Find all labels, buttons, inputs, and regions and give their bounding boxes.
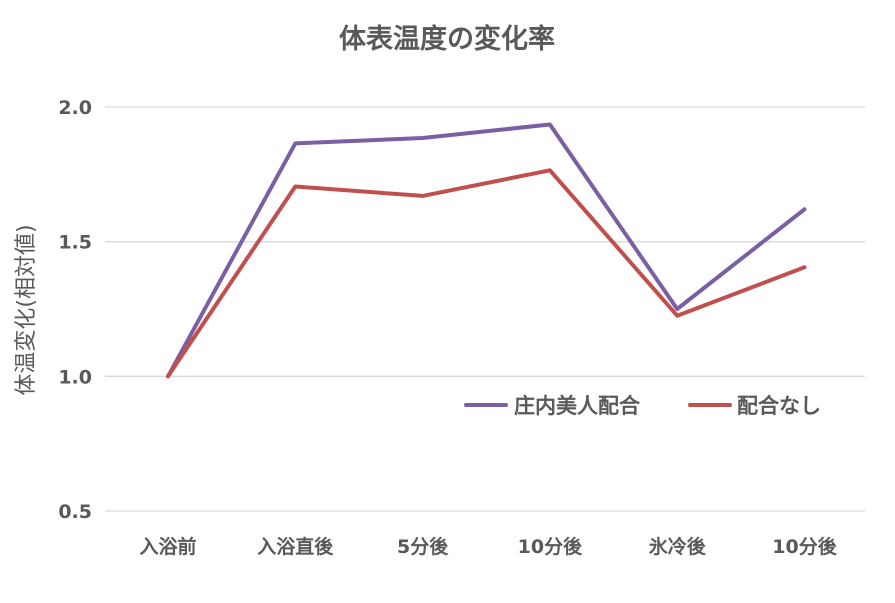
y-tick-label: 0.5 [58,501,92,523]
y-axis-label: 体温変化(相対値) [14,224,39,395]
chart-title: 体表温度の変化率 [339,23,555,55]
legend-label: 配合なし [737,394,821,418]
x-tick-label: 10分後 [772,535,837,558]
y-tick-label: 2.0 [58,97,92,119]
y-tick-label: 1.5 [58,232,92,254]
y-axis-ticks: 0.5 1.0 1.5 2.0 [58,97,92,523]
series-line-1 [166,122,807,379]
legend-label: 庄内美人配合 [514,394,641,418]
x-tick-label: 5分後 [397,535,449,558]
y-tick-label: 1.0 [58,366,92,388]
series-line-2 [166,168,807,379]
gridlines [105,106,865,512]
x-tick-label: 10分後 [518,535,583,558]
x-tick-label: 入浴前 [139,535,196,558]
x-tick-label: 入浴直後 [257,535,334,558]
legend: 庄内美人配合 配合なし [464,394,821,418]
x-axis-ticks: 入浴前 入浴直後 5分後 10分後 氷冷後 10分後 [139,535,837,558]
x-tick-label: 氷冷後 [649,535,707,558]
series-lines [166,122,807,379]
